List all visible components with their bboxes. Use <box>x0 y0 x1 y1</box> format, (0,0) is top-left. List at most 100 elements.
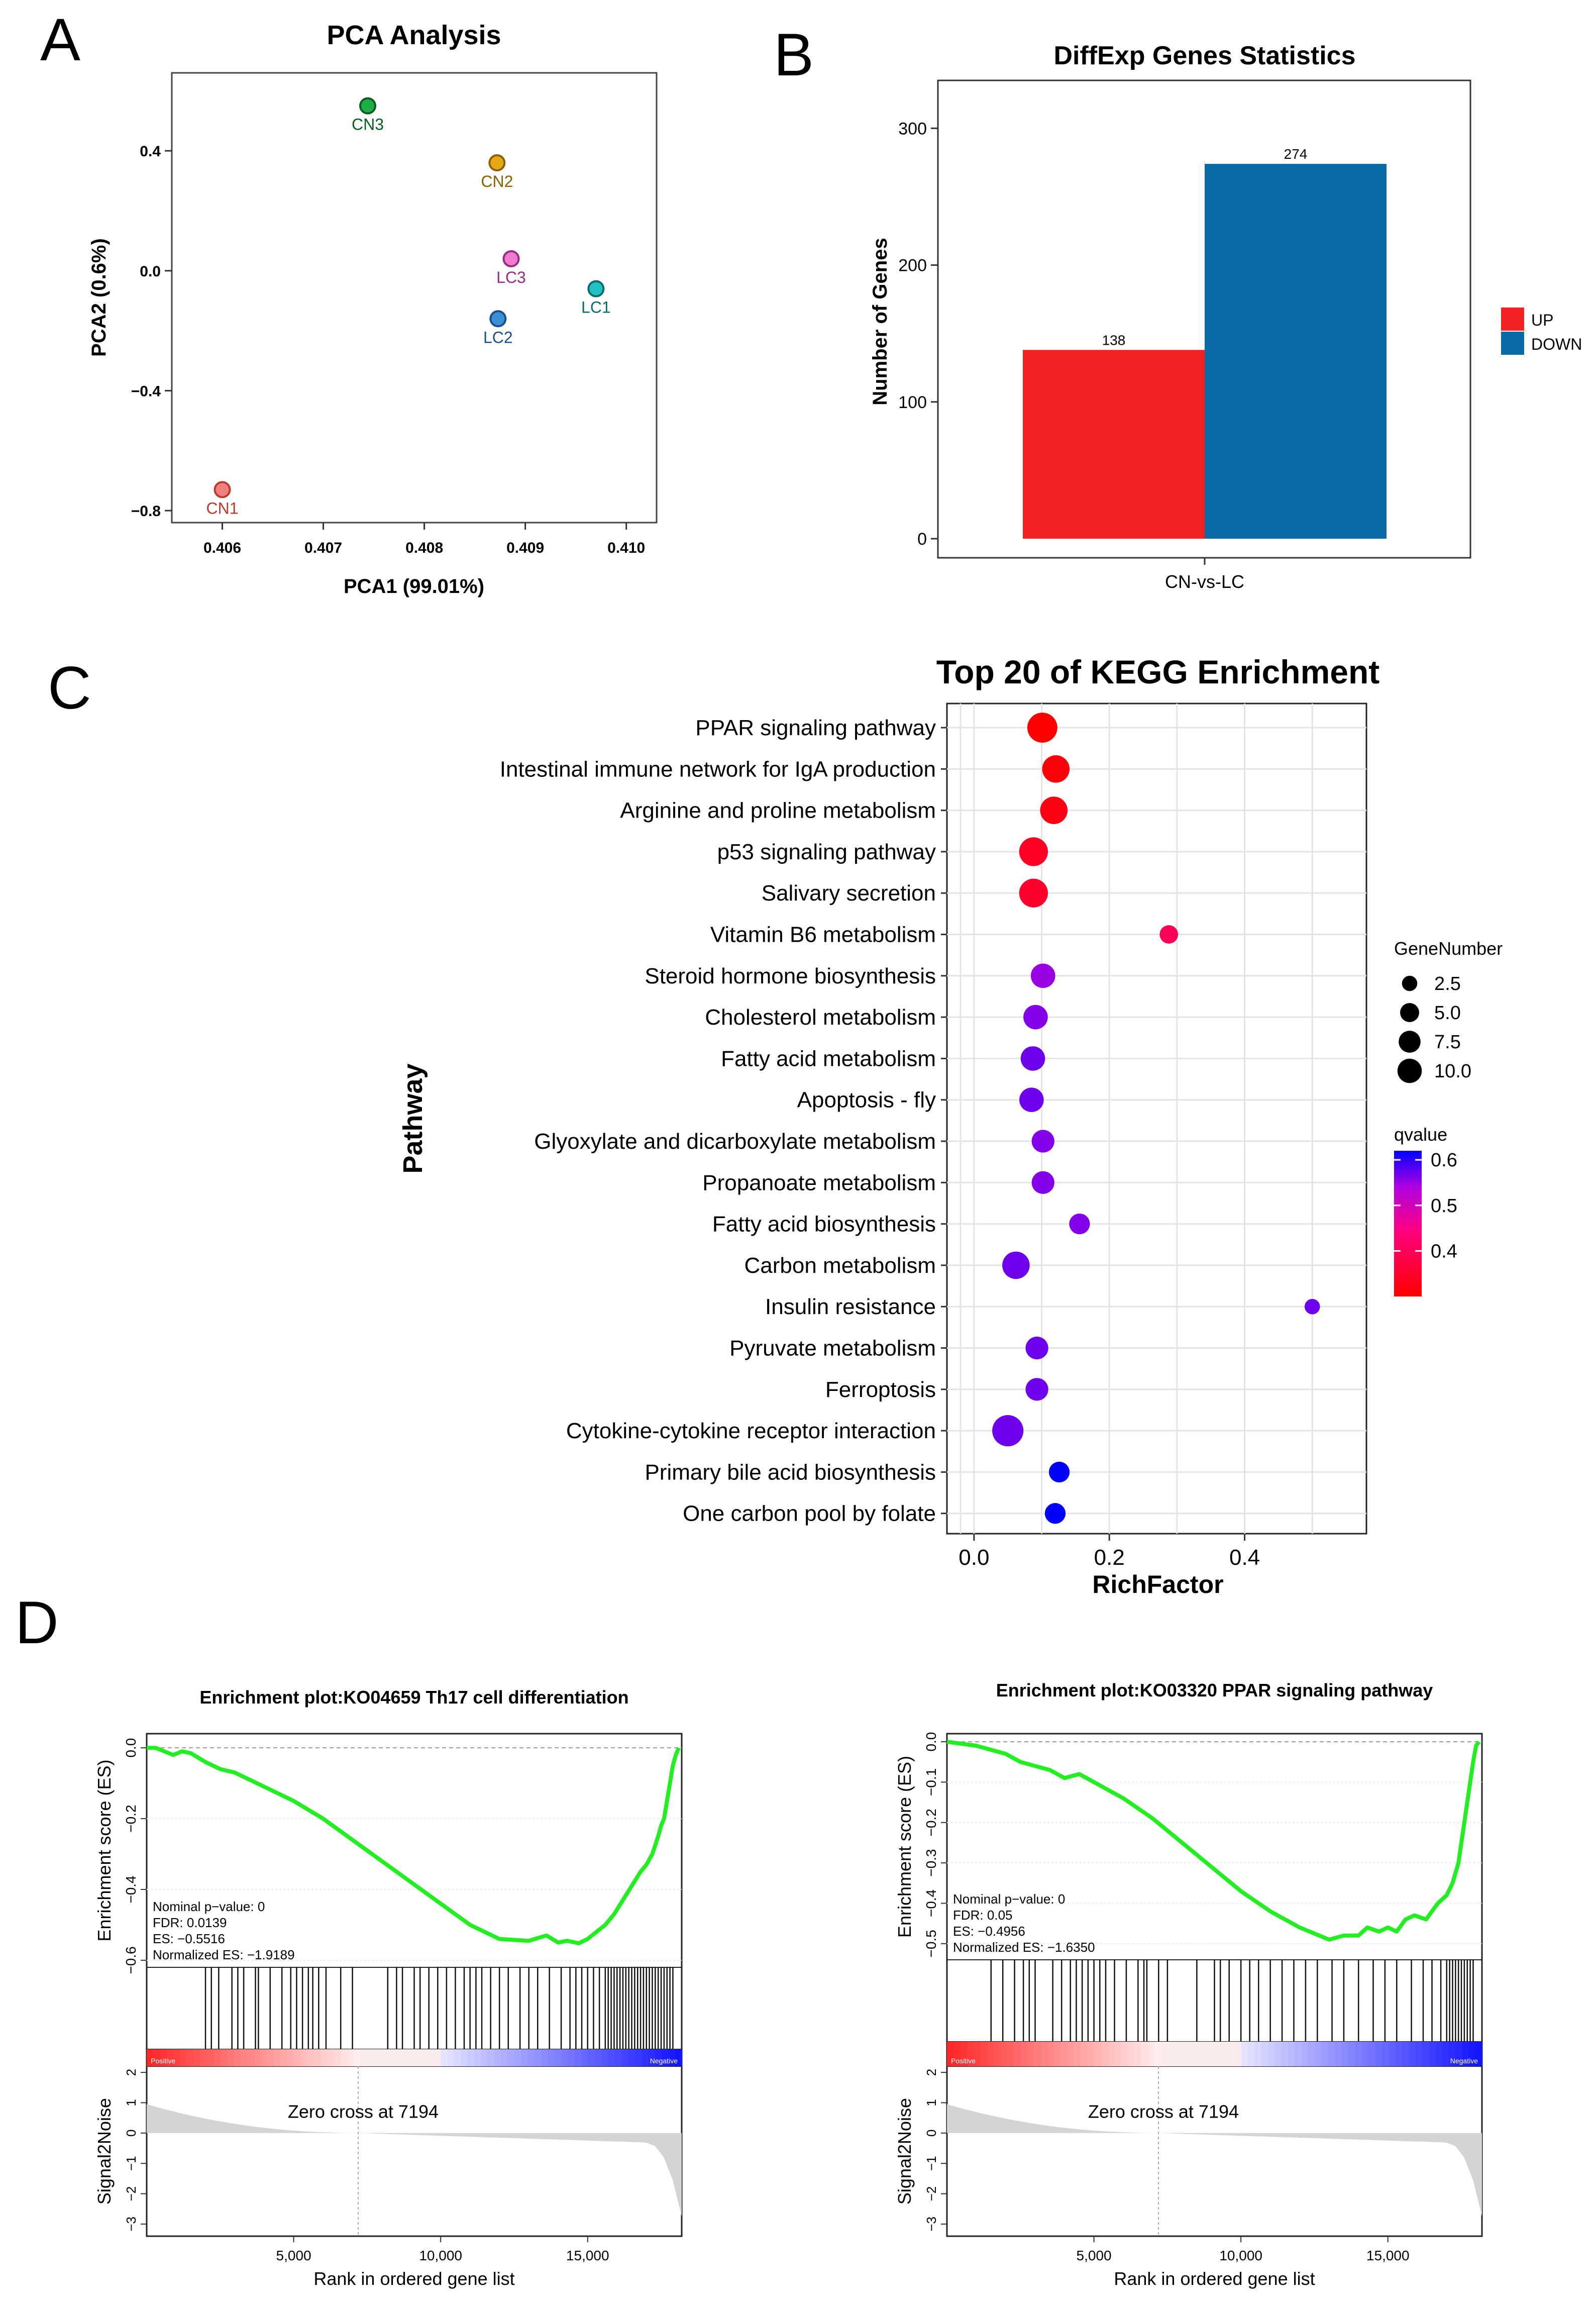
size-legend-label: 7.5 <box>1434 1032 1461 1053</box>
pca-y-label: PCA2 (0.6%) <box>88 238 110 357</box>
gsea-rank-cell <box>614 2049 622 2066</box>
gsea-rank-cell <box>481 2049 488 2066</box>
gsea-rank-cell <box>1435 2042 1443 2066</box>
pca-y-tick-label: −0.4 <box>131 383 161 399</box>
gsea-rank-cell <box>1381 2042 1389 2066</box>
gsea-stat-text: FDR: 0.05 <box>953 1908 1013 1923</box>
gsea-rank-cell <box>541 2049 549 2066</box>
gsea-rank-cell <box>321 2049 328 2066</box>
bar-y-tick-label: 100 <box>898 393 927 412</box>
gsea-rank-cell <box>1208 2042 1215 2066</box>
gsea-rank-cell <box>260 2049 268 2066</box>
gsea-zero-cross-label: Zero cross at 7194 <box>1088 2102 1239 2122</box>
legend-up-swatch <box>1501 308 1524 331</box>
gsea-rank-cell <box>1047 2042 1054 2066</box>
gsea-rank-cell <box>594 2049 602 2066</box>
size-legend-label: 10.0 <box>1434 1061 1471 1082</box>
gsea-rank-cell <box>1214 2042 1222 2066</box>
kegg-x-label: RichFactor <box>1092 1570 1223 1598</box>
kegg-dot <box>1025 1336 1048 1360</box>
panel-label-d: D <box>15 1589 59 1656</box>
gsea-rank-cell <box>1020 2042 1028 2066</box>
gsea-signal-tick-label: 2 <box>124 2069 139 2076</box>
gsea-rank-cell <box>173 2049 181 2066</box>
qvalue-colorbar <box>1394 1151 1422 1296</box>
gsea-rank-cell <box>200 2049 207 2066</box>
gsea-rank-cell <box>1087 2042 1095 2066</box>
gsea-x-tick-label: 10,000 <box>1219 2248 1262 2263</box>
gsea-rank-cell <box>1094 2042 1102 2066</box>
gsea-signal-y-label: Signal2Noise <box>894 2098 915 2205</box>
kegg-x-tick-label: 0.0 <box>959 1545 989 1570</box>
gsea-es-tick-label: −0.2 <box>923 1809 939 1836</box>
gsea-rank-cell <box>1054 2042 1061 2066</box>
kegg-dot <box>1069 1213 1090 1235</box>
gsea-rank-cell <box>1141 2042 1148 2066</box>
gsea-rank-cell <box>1007 2042 1015 2066</box>
pca-point-label: CN1 <box>206 499 239 517</box>
gsea-rank-cell <box>1355 2042 1362 2066</box>
gsea-rank-cell <box>1014 2042 1021 2066</box>
gsea-rank-cell <box>280 2049 288 2066</box>
gsea-rank-cell <box>247 2049 254 2066</box>
gsea-rank-cell <box>428 2049 435 2066</box>
gsea-rank-cell <box>1348 2042 1356 2066</box>
gsea-signal-area <box>147 2104 682 2217</box>
gsea-rank-cell <box>568 2049 575 2066</box>
pca-point-label: CN3 <box>352 116 384 134</box>
kegg-dot <box>1048 1461 1070 1483</box>
gsea-rank-cell <box>548 2049 556 2066</box>
qvalue-tick-label: 0.6 <box>1431 1150 1457 1171</box>
pca-point <box>587 280 605 297</box>
gsea-rank-cell <box>1281 2042 1289 2066</box>
gsea-es-tick-label: −0.5 <box>923 1930 939 1957</box>
kegg-pathway-label: Carbon metabolism <box>744 1253 936 1278</box>
gsea-rank-cell <box>1101 2042 1108 2066</box>
kegg-x-tick-label: 0.4 <box>1229 1545 1260 1570</box>
gsea-rank-cell <box>1194 2042 1202 2066</box>
pca-point-label: LC1 <box>581 298 611 317</box>
gsea-rank-cell <box>1321 2042 1329 2066</box>
gsea-rank-cell <box>1442 2042 1449 2066</box>
gsea-rank-cell <box>1254 2042 1262 2066</box>
gsea-es-tick-label: −0.4 <box>123 1875 139 1903</box>
pca-x-tick-label: 0.406 <box>203 540 241 556</box>
gsea-rank-cell <box>347 2049 355 2066</box>
gsea-stat-text: Nominal p−value: 0 <box>953 1891 1065 1907</box>
gsea-rank-cell <box>227 2049 235 2066</box>
gsea-rank-cell <box>206 2049 215 2066</box>
gsea-rank-cell <box>313 2049 322 2066</box>
gsea-es-curve <box>946 1740 1481 1942</box>
kegg-pathway-label: Primary bile acid biosynthesis <box>645 1460 936 1484</box>
gsea-rank-cell <box>234 2049 241 2066</box>
gsea-rank-cell <box>1174 2042 1182 2066</box>
gsea-rank-cell <box>1315 2042 1322 2066</box>
kegg-dot <box>1027 713 1057 743</box>
gsea-rank-cell <box>1040 2042 1048 2066</box>
gsea-rank-cell <box>380 2049 388 2066</box>
gsea-rank-cell <box>634 2049 643 2066</box>
gsea-signal-tick-label: −3 <box>924 2217 939 2232</box>
gsea-rank-cell <box>514 2049 522 2066</box>
gsea-rank-cell <box>193 2049 201 2066</box>
kegg-dot <box>1031 1130 1054 1153</box>
gsea-rank-cell <box>588 2049 595 2066</box>
pca-x-tick-label: 0.409 <box>506 540 544 556</box>
gsea-es-tick-label: −0.4 <box>923 1889 939 1917</box>
gsea-rank-cell <box>147 2049 154 2066</box>
size-legend-label: 5.0 <box>1434 1003 1461 1024</box>
gsea-right-panel: Enrichment plot:KO03320 PPAR signaling p… <box>894 1680 1483 2289</box>
kegg-pathway-label: Cholesterol metabolism <box>705 1005 936 1030</box>
gsea-rank-cell <box>341 2049 348 2066</box>
size-legend-label: 2.5 <box>1434 973 1461 994</box>
gsea-signal-tick-label: −1 <box>124 2156 139 2171</box>
gsea-frame <box>946 1733 1483 2237</box>
gsea-rank-cell <box>1301 2042 1309 2066</box>
gsea-rank-cell <box>1462 2042 1469 2066</box>
kegg-dot <box>1159 925 1179 944</box>
gsea-rank-cell <box>1468 2042 1476 2066</box>
pca-y-tick-label: 0.0 <box>140 263 161 280</box>
gsea-signal-area <box>947 2104 1482 2217</box>
gsea-rank-cell <box>240 2049 248 2066</box>
